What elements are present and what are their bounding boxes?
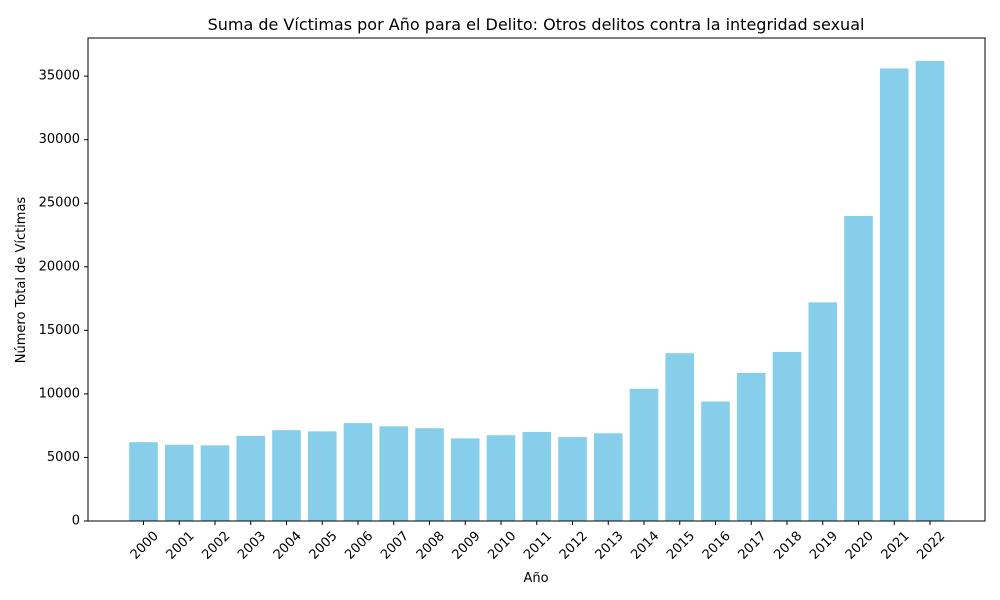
x-tick-label-2000: 2000 — [128, 529, 162, 563]
bar-2012 — [558, 437, 587, 521]
x-tick-label-2015: 2015 — [664, 529, 698, 563]
x-tick-label-2006: 2006 — [342, 529, 376, 563]
x-tick-label-2020: 2020 — [843, 529, 877, 563]
bars-group — [129, 60, 945, 522]
y-tick-label-20000: 20000 — [39, 259, 80, 274]
y-tick-label-5000: 5000 — [47, 450, 80, 465]
bar-2003 — [236, 435, 266, 521]
x-tick-label-2010: 2010 — [485, 529, 519, 563]
x-tick-label-2008: 2008 — [414, 529, 448, 563]
bar-2001 — [164, 444, 194, 521]
bar-2018 — [772, 351, 802, 521]
bar-2002 — [200, 445, 230, 521]
bar-2015 — [665, 353, 695, 521]
bar-2007 — [379, 426, 409, 521]
bar-2000 — [129, 442, 158, 521]
x-tick-label-2004: 2004 — [271, 529, 305, 563]
x-tick-label-2021: 2021 — [879, 529, 913, 563]
y-tick-label-25000: 25000 — [39, 196, 80, 211]
x-tick-label-2001: 2001 — [164, 529, 198, 563]
bar-2004 — [272, 430, 301, 521]
bar-2006 — [343, 423, 373, 521]
bar-2011 — [522, 432, 552, 521]
bar-2005 — [307, 431, 337, 521]
y-tick-label-30000: 30000 — [39, 132, 80, 147]
x-tick-label-2013: 2013 — [593, 529, 627, 563]
x-tick-label-2016: 2016 — [700, 529, 734, 563]
x-tick-label-2009: 2009 — [450, 529, 484, 563]
x-tick-label-2011: 2011 — [521, 529, 555, 563]
bar-2009 — [450, 438, 480, 521]
x-tick-label-2017: 2017 — [736, 529, 770, 563]
bar-2010 — [486, 435, 516, 521]
y-axis: 0 5000 10000 15000 20000 25000 30000 35000 — [39, 69, 88, 529]
plot-frame — [87, 37, 986, 522]
x-tick-label-2012: 2012 — [557, 529, 591, 563]
bar-2022 — [915, 60, 945, 522]
y-tick-label-0: 0 — [72, 514, 80, 529]
bar-2020 — [844, 215, 873, 521]
y-tick-label-10000: 10000 — [39, 386, 80, 401]
y-tick-label-15000: 15000 — [39, 323, 80, 338]
x-tick-label-2014: 2014 — [628, 529, 662, 563]
y-tick-label-35000: 35000 — [39, 69, 80, 84]
x-axis-label: Año — [523, 571, 548, 586]
bar-2016 — [701, 401, 730, 521]
bar-2013 — [593, 433, 623, 521]
bar-2017 — [736, 372, 766, 521]
y-axis-label: Número Total de Víctimas — [14, 197, 29, 364]
x-tick-label-2007: 2007 — [378, 529, 412, 563]
x-tick-label-2022: 2022 — [914, 529, 948, 563]
bar-2021 — [879, 68, 909, 522]
x-tick-label-2019: 2019 — [807, 529, 841, 563]
x-tick-label-2003: 2003 — [235, 529, 269, 563]
bar-2014 — [629, 388, 659, 521]
x-tick-label-2018: 2018 — [771, 529, 805, 563]
bar-2019 — [808, 302, 838, 521]
x-tick-label-2002: 2002 — [199, 529, 233, 563]
bar-2008 — [415, 428, 444, 521]
x-tick-label-2005: 2005 — [307, 529, 341, 563]
chart-title: Suma de Víctimas por Año para el Delito:… — [208, 15, 865, 34]
x-axis: 2000 2001 2002 2003 2004 2005 2006 2007 2008 2009… — [128, 521, 948, 563]
